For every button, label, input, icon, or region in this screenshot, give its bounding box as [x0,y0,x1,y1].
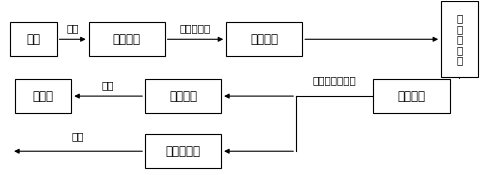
FancyBboxPatch shape [441,1,478,77]
Text: 纳滤膜分离提取: 纳滤膜分离提取 [313,76,357,86]
Text: 茶叶: 茶叶 [26,33,41,46]
Text: 微滤膜过滤: 微滤膜过滤 [180,23,211,33]
FancyBboxPatch shape [88,22,165,57]
FancyBboxPatch shape [10,22,57,57]
Text: 提取残余液: 提取残余液 [165,145,201,158]
Text: 茶浓缩液: 茶浓缩液 [250,33,278,46]
Text: 茶浓缩液: 茶浓缩液 [398,90,425,103]
FancyBboxPatch shape [145,79,221,113]
FancyBboxPatch shape [15,79,72,113]
Text: 有益组分: 有益组分 [169,90,197,103]
Text: 舍弃: 舍弃 [72,131,84,141]
FancyBboxPatch shape [373,79,450,113]
Text: 超
滤
膜
过
滤: 超 滤 膜 过 滤 [456,13,462,65]
Text: 干燥: 干燥 [102,80,115,90]
Text: 浸提: 浸提 [66,23,79,33]
Text: 速溶茶: 速溶茶 [33,90,54,103]
Text: 茶浓缩液: 茶浓缩液 [113,33,141,46]
FancyBboxPatch shape [145,134,221,169]
FancyBboxPatch shape [226,22,302,57]
